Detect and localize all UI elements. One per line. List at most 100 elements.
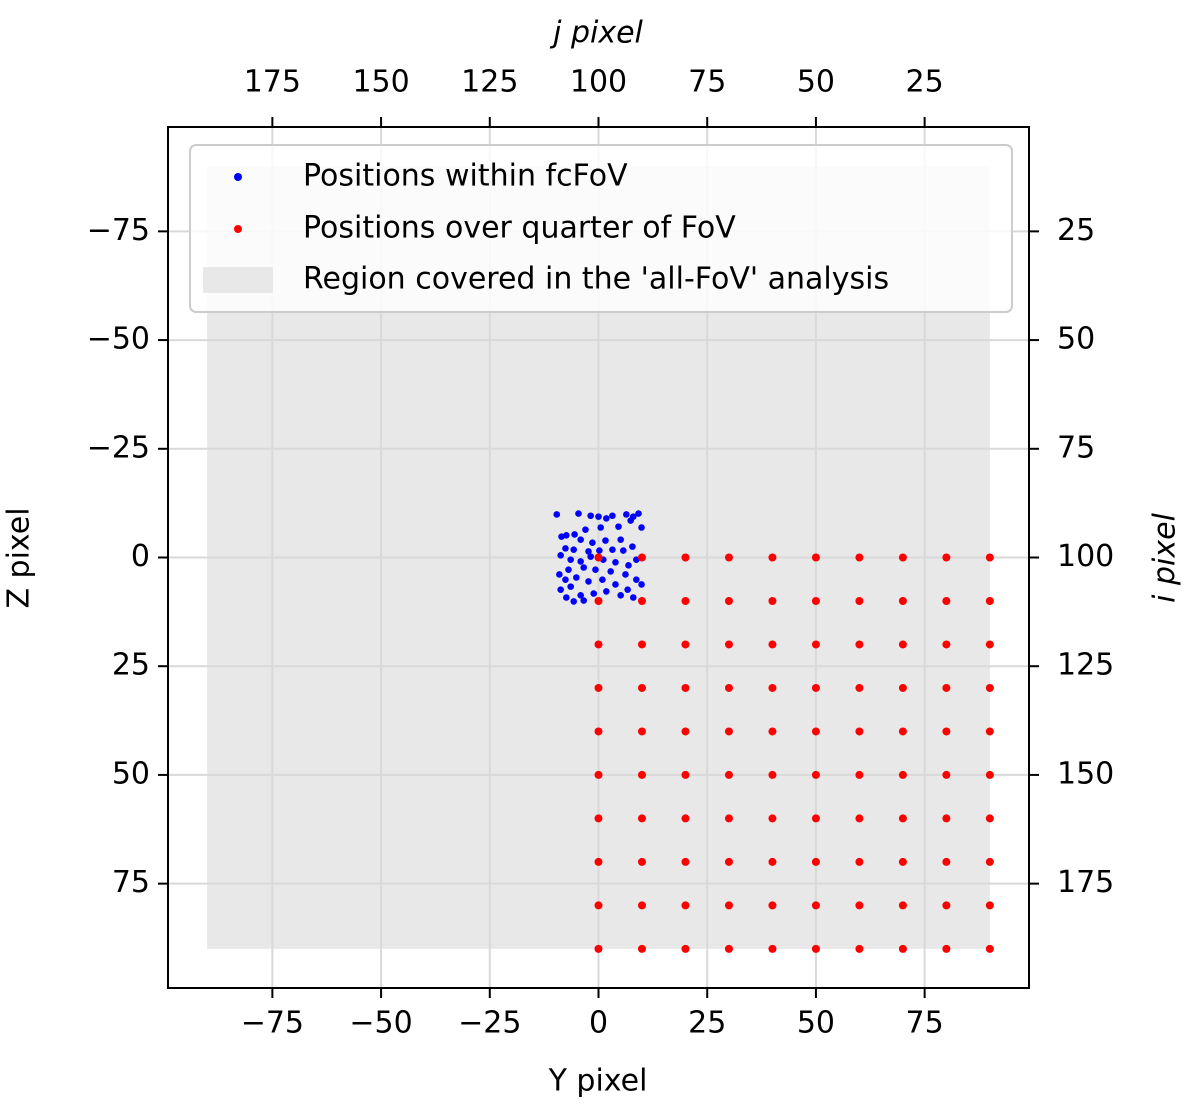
y-tick-label: −50 [87, 322, 150, 357]
point [898, 814, 907, 823]
y2-tick-label: 175 [1057, 865, 1114, 900]
point [768, 857, 777, 866]
point [580, 564, 588, 571]
x2-tick-label: 25 [906, 65, 944, 100]
point [557, 552, 564, 559]
point [855, 901, 864, 910]
point [681, 770, 690, 779]
point [724, 640, 733, 649]
point [898, 770, 907, 779]
y-tick-label: −75 [87, 213, 150, 248]
point [768, 683, 777, 692]
x-tick-label: −25 [458, 1006, 521, 1041]
point [681, 596, 690, 605]
legend-marker [234, 173, 242, 181]
point [612, 581, 619, 588]
point [855, 553, 864, 562]
point [589, 539, 596, 547]
point [624, 586, 631, 593]
point [855, 683, 864, 692]
point [898, 727, 907, 736]
point [898, 944, 907, 953]
point [724, 814, 733, 823]
point [985, 857, 994, 866]
point [855, 640, 864, 649]
point [768, 901, 777, 910]
point [811, 596, 820, 605]
point [573, 574, 580, 581]
point [592, 566, 599, 573]
legend: Positions within fcFoV Positions over qua… [189, 144, 1013, 313]
y2-axis-label: i pixel [1148, 512, 1183, 602]
point [811, 727, 820, 736]
point [594, 640, 603, 649]
x-tick-label: −75 [241, 1006, 304, 1041]
point [575, 510, 582, 517]
point [681, 727, 690, 736]
x2-tick-label: 175 [244, 65, 301, 100]
point [607, 568, 614, 575]
legend-box [189, 144, 1013, 313]
point [637, 857, 646, 866]
point [898, 596, 907, 605]
legend-label: Region covered in the 'all-FoV' analysis [303, 262, 889, 297]
point [942, 727, 951, 736]
point [629, 594, 637, 601]
point [768, 553, 777, 562]
point [985, 640, 994, 649]
point [637, 553, 646, 562]
point [563, 594, 570, 601]
point [681, 857, 690, 866]
x2-axis-label: j pixel [549, 16, 643, 51]
point [724, 727, 733, 736]
y-tick-label: 75 [112, 865, 150, 900]
point [681, 683, 690, 692]
point [558, 533, 565, 540]
point [942, 596, 951, 605]
point [811, 944, 820, 953]
point [811, 683, 820, 692]
point [724, 944, 733, 953]
point [565, 566, 572, 573]
point [594, 901, 603, 910]
point [724, 683, 733, 692]
point [570, 598, 578, 605]
point [577, 592, 584, 599]
point [637, 814, 646, 823]
point [724, 901, 733, 910]
point [898, 640, 907, 649]
point [637, 640, 646, 649]
point [635, 510, 642, 517]
y-tick-label: 50 [112, 756, 150, 791]
point [602, 537, 609, 544]
point [615, 523, 622, 530]
point [637, 727, 646, 736]
point [557, 586, 564, 593]
point [985, 901, 994, 910]
x2-tick-label: 50 [797, 65, 835, 100]
point [985, 814, 994, 823]
point [942, 901, 951, 910]
point [942, 814, 951, 823]
x-tick-label: 75 [906, 1006, 944, 1041]
point [637, 596, 646, 605]
point [681, 814, 690, 823]
point [617, 536, 624, 543]
point [942, 770, 951, 779]
legend-label: Positions over quarter of FoV [303, 211, 736, 246]
point [556, 571, 563, 578]
point [580, 597, 588, 604]
point [898, 553, 907, 562]
point [768, 640, 777, 649]
plot-frame [167, 126, 1030, 989]
x-tick-label: 0 [589, 1006, 608, 1041]
point [612, 558, 619, 566]
x2-tick-label: 125 [461, 65, 518, 100]
point [623, 511, 630, 518]
point [942, 683, 951, 692]
point [855, 857, 864, 866]
y-tick-label: −25 [87, 430, 150, 465]
x2-tick-label: 75 [688, 65, 726, 100]
point [553, 511, 561, 518]
